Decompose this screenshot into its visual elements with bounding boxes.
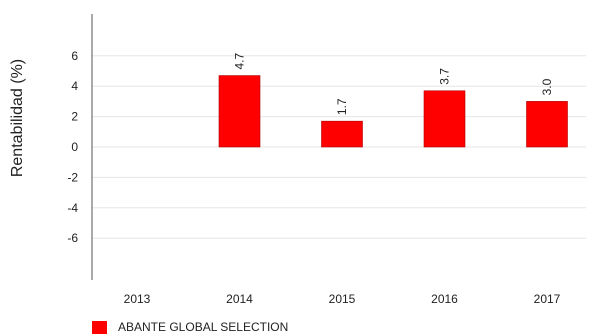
legend-swatch <box>92 321 107 334</box>
bar-2015 <box>321 120 363 148</box>
y-tick-labels: 6 4 2 0 -2 -4 -6 <box>67 49 78 245</box>
data-label-2014: 4.7 <box>233 53 247 70</box>
legend: ABANTE GLOBAL SELECTION <box>92 320 288 334</box>
gridlines <box>92 55 586 239</box>
y-tick-label: 0 <box>71 140 78 154</box>
x-tick-label: 2015 <box>329 292 356 306</box>
bars <box>218 75 568 148</box>
y-tick-label: -4 <box>67 201 78 215</box>
x-tick-label: 2017 <box>534 292 561 306</box>
y-axis-title: Rentabilidad (%) <box>9 59 26 177</box>
x-tick-labels: 2013 2014 2015 2016 2017 <box>124 292 561 306</box>
y-tick-label: -6 <box>67 231 78 245</box>
y-tick-label: 6 <box>71 49 78 63</box>
x-tick-label: 2013 <box>124 292 151 306</box>
data-label-2016: 3.7 <box>438 68 452 85</box>
data-labels: 4.7 1.7 3.7 3.0 <box>233 53 555 116</box>
x-tick-label: 2016 <box>431 292 458 306</box>
bar-2014 <box>218 75 261 148</box>
legend-label: ABANTE GLOBAL SELECTION <box>118 320 288 334</box>
bar-2017 <box>526 101 568 148</box>
y-tick-label: 2 <box>71 110 78 124</box>
y-tick-label: 4 <box>71 79 78 93</box>
data-label-2017: 3.0 <box>540 78 554 95</box>
x-tick-label: 2014 <box>226 292 253 306</box>
bar-2016 <box>423 90 466 148</box>
y-tick-label: -2 <box>67 170 78 184</box>
data-label-2015: 1.7 <box>335 98 349 115</box>
